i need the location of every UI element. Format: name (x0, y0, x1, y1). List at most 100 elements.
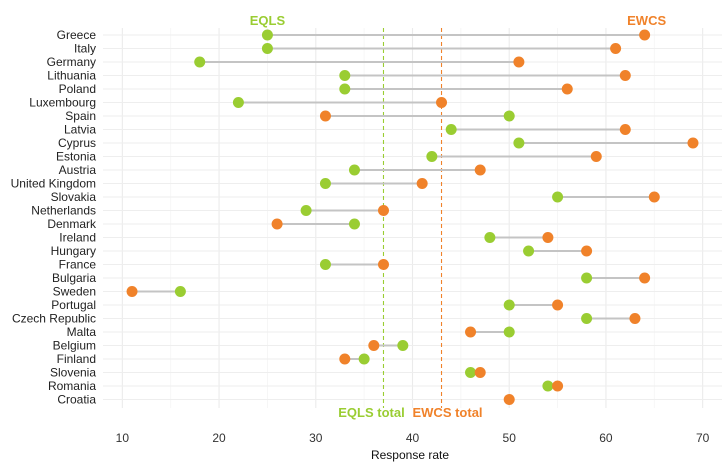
eqls-point-cyprus (513, 137, 525, 149)
grid-layer (103, 28, 722, 408)
country-label: Ireland (59, 231, 96, 245)
eqls-point-luxembourg (232, 97, 244, 108)
ewcs-point-estonia (590, 151, 602, 162)
y-axis-labels: GreeceItalyGermanyLithuaniaPolandLuxembo… (11, 28, 97, 407)
country-label: Hungary (51, 244, 96, 258)
eqls-point-germany (194, 56, 206, 68)
ewcs-point-slovakia (648, 191, 660, 203)
ewcs-point-finland (339, 353, 351, 365)
eqls-point-finland (358, 353, 370, 365)
x-tick-label: 50 (503, 431, 517, 445)
eqls-point-estonia (426, 151, 438, 162)
ewcs-point-lithuania (619, 70, 631, 81)
x-tick-label: 30 (309, 431, 323, 445)
eqls-point-lithuania (339, 70, 351, 81)
country-label: Lithuania (47, 69, 96, 83)
ewcs-series-label: EWCS (627, 13, 666, 28)
eqls-point-poland (339, 83, 351, 95)
ewcs-point-portugal (552, 299, 564, 311)
eqls-point-bulgaria (581, 272, 593, 284)
country-label: United Kingdom (11, 177, 96, 191)
country-label: Bulgaria (52, 271, 96, 285)
country-label: Greece (57, 28, 97, 42)
country-label: Sweden (53, 285, 96, 299)
country-label: Slovakia (51, 190, 97, 204)
country-label: Netherlands (31, 204, 96, 218)
country-label: France (59, 258, 97, 272)
ewcs-point-slovenia (474, 367, 486, 378)
eqls-point-portugal (503, 299, 515, 311)
ewcs-point-germany (513, 56, 525, 68)
country-label: Latvia (64, 123, 96, 137)
eqls-point-belgium (397, 340, 409, 351)
x-tick-label: 60 (599, 431, 613, 445)
eqls-point-united-kingdom (319, 178, 331, 189)
country-label: Luxembourg (29, 96, 96, 110)
x-tick-label: 20 (212, 431, 226, 445)
ewcs-point-belgium (368, 340, 380, 351)
eqls-series-label: EQLS (250, 13, 286, 28)
eqls-point-austria (348, 164, 360, 176)
eqls-point-italy (261, 43, 273, 54)
country-label: Finland (57, 352, 96, 366)
eqls-point-romania (542, 380, 554, 392)
ewcs-point-latvia (619, 124, 631, 135)
eqls-point-spain (503, 110, 515, 122)
ewcs-point-ireland (542, 232, 554, 243)
country-label: Cyprus (58, 136, 96, 150)
ewcs-point-cyprus (687, 137, 699, 149)
dumbbell-connectors (132, 34, 693, 387)
country-label: Spain (65, 109, 96, 123)
country-label: Czech Republic (12, 312, 96, 326)
eqls-point-denmark (348, 218, 360, 230)
country-label: Romania (48, 379, 96, 393)
ewcs-point-bulgaria (639, 272, 651, 284)
annotations: EQLS total EWCS total EQLS EWCS (250, 13, 667, 420)
ewcs-point-greece (639, 29, 651, 41)
ewcs-point-czech-republic (629, 313, 641, 324)
ewcs-point-united-kingdom (416, 178, 428, 189)
country-label: Portugal (51, 298, 96, 312)
country-label: Denmark (47, 217, 97, 231)
ewcs-point-france (377, 259, 389, 270)
x-tick-label: 70 (696, 431, 710, 445)
eqls-point-slovakia (552, 191, 564, 203)
ewcs-point-croatia (503, 394, 515, 405)
eqls-point-slovenia (465, 367, 477, 378)
eqls-point-hungary (523, 245, 535, 257)
eqls-total-label: EQLS total (338, 405, 404, 420)
x-axis-title: Response rate (371, 448, 449, 462)
eqls-point-malta (503, 326, 515, 338)
country-label: Belgium (53, 339, 96, 353)
country-label: Croatia (57, 393, 96, 407)
eqls-point-netherlands (300, 205, 312, 216)
ewcs-point-netherlands (377, 205, 389, 216)
eqls-point-sweden (174, 286, 186, 297)
x-tick-label: 40 (406, 431, 420, 445)
ewcs-point-spain (319, 110, 331, 122)
ewcs-point-romania (552, 380, 564, 392)
eqls-point-latvia (445, 124, 457, 135)
ewcs-point-denmark (271, 218, 283, 230)
x-axis-labels: 10 20 30 40 50 60 70 (116, 431, 710, 445)
ewcs-point-malta (465, 326, 477, 338)
country-label: Malta (67, 325, 97, 339)
ewcs-point-luxembourg (436, 97, 448, 108)
country-label: Slovenia (50, 366, 96, 380)
ewcs-point-austria (474, 164, 486, 176)
country-label: Estonia (56, 150, 96, 164)
data-points (126, 29, 699, 405)
eqls-point-czech-republic (581, 313, 593, 324)
ewcs-point-sweden (126, 286, 138, 297)
ewcs-point-italy (610, 43, 622, 54)
country-label: Germany (47, 55, 96, 69)
eqls-point-ireland (484, 232, 496, 243)
country-label: Poland (59, 82, 96, 96)
x-tick-label: 10 (116, 431, 130, 445)
country-label: Italy (74, 42, 96, 56)
ewcs-point-poland (561, 83, 573, 95)
country-label: Austria (59, 163, 97, 177)
eqls-point-france (319, 259, 331, 270)
eqls-point-greece (261, 29, 273, 41)
